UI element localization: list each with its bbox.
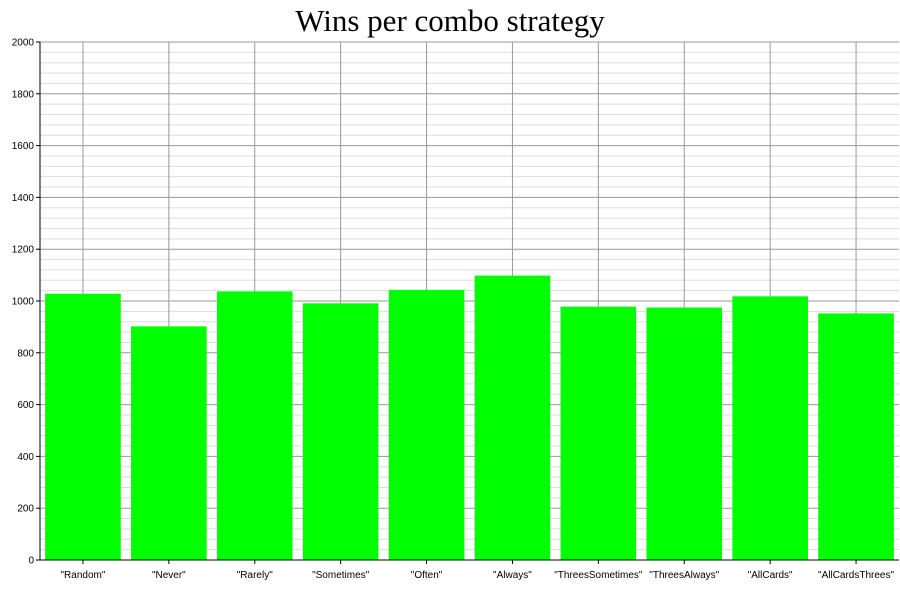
x-tick-label: "Always" xyxy=(493,570,532,581)
y-tick-label: 1800 xyxy=(12,89,35,100)
x-tick-label: "Often" xyxy=(411,570,443,581)
bars xyxy=(45,275,894,560)
y-tick-label: 200 xyxy=(17,504,34,515)
bar xyxy=(216,291,293,560)
x-tick-label: "AllCards" xyxy=(748,570,793,581)
x-tick-label: "Never" xyxy=(152,570,186,581)
bar xyxy=(560,306,637,560)
bar xyxy=(302,303,379,560)
x-tick-label: "ThreesSometimes" xyxy=(554,570,643,581)
y-tick-label: 0 xyxy=(28,556,34,567)
y-tick-label: 2000 xyxy=(12,38,35,49)
bar xyxy=(818,313,894,560)
x-tick-label: "Random" xyxy=(60,570,105,581)
bar xyxy=(45,293,121,560)
y-tick-label: 1600 xyxy=(12,141,35,152)
y-tick-label: 1400 xyxy=(12,193,35,204)
bar xyxy=(646,307,723,560)
y-tick-label: 1200 xyxy=(12,245,35,256)
bar xyxy=(732,296,808,560)
y-tick-label: 800 xyxy=(17,348,34,359)
y-tick-label: 400 xyxy=(17,452,34,463)
bar xyxy=(131,326,207,560)
x-tick-label: "Rarely" xyxy=(237,570,273,581)
bar xyxy=(388,289,465,560)
bar xyxy=(474,275,551,560)
chart-title: Wins per combo strategy xyxy=(295,3,605,38)
y-axis-ticks: 0 200 400 600 800 1000 1200 1400 1600 1800 2000 xyxy=(12,38,40,567)
y-tick-label: 600 xyxy=(17,400,34,411)
x-tick-label: "ThreesAlways" xyxy=(649,570,719,581)
x-tick-label: "AllCardsThrees" xyxy=(818,570,894,581)
x-axis-ticks: "Random" "Never" "Rarely" "Sometimes" "Often… xyxy=(60,560,895,581)
x-tick-label: "Sometimes" xyxy=(312,570,370,581)
y-tick-label: 1000 xyxy=(12,297,35,308)
